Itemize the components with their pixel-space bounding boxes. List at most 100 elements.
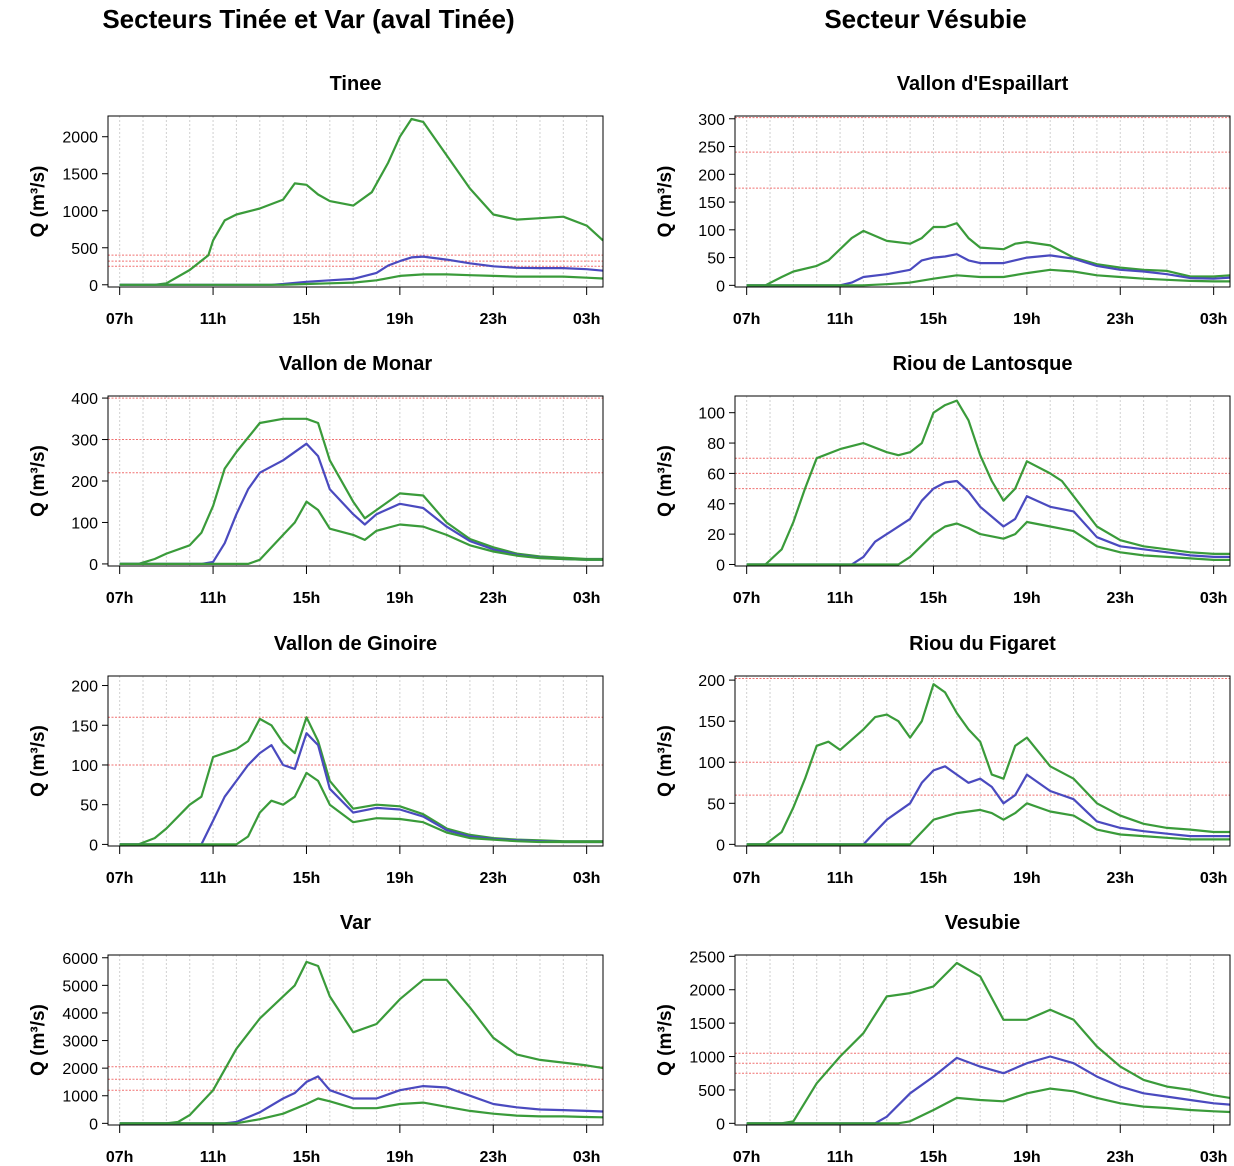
chart-2-ytick-label: 200 (71, 474, 98, 491)
chart-1-ytick-label: 200 (698, 167, 725, 184)
chart-3-xtick-label: 03h (1200, 590, 1228, 607)
chart-1-xtick-label: 07h (733, 311, 761, 328)
chart-1-ytick-label: 300 (698, 112, 725, 129)
chart-3-ytick-label: 60 (707, 466, 725, 483)
chart-4-ytick-label: 50 (80, 798, 98, 815)
chart-0-ytick-label: 500 (71, 241, 98, 258)
chart-6-xtick-label: 23h (479, 1149, 507, 1166)
chart-1-panel: Vallon d'Espaillart 0 50 100 150 200 250 300 07h… (655, 73, 1231, 328)
chart-6-series-median (119, 1075, 604, 1125)
chart-1-title: Vallon d'Espaillart (897, 73, 1069, 95)
chart-6-series-lower (119, 1097, 604, 1125)
chart-7-series-upper (746, 961, 1231, 1125)
chart-2-ylabel: Q (m³/s) (28, 445, 49, 517)
chart-5-series-lower (746, 802, 1230, 846)
chart-2-xtick-label: 03h (573, 590, 601, 607)
chart-0-xtick-label: 07h (106, 311, 134, 328)
chart-1-ytick-label: 0 (716, 278, 725, 295)
chart-2-xtick-label: 07h (106, 590, 134, 607)
chart-7-ytick-label: 1000 (689, 1050, 725, 1067)
chart-5-ytick-label: 200 (698, 673, 725, 690)
chart-7-ytick-label: 2500 (689, 949, 725, 966)
chart-0-ytick-label: 1500 (62, 167, 98, 184)
chart-3-title: Riou de Lantosque (893, 353, 1073, 375)
chart-0-xtick-label: 11h (200, 311, 227, 328)
chart-0-panel: Tinee 0 500 1000 1500 2000 07h 11h 15h 19h 23h 03h Q… (28, 73, 604, 328)
chart-0-xtick-label: 23h (479, 311, 507, 328)
chart-3-panel: Riou de Lantosque 0 20 40 60 80 100 07h 11h 15h 19… (655, 353, 1231, 607)
chart-3-xtick-label: 11h (827, 590, 854, 607)
chart-7-ytick-label: 500 (698, 1083, 725, 1100)
chart-5-ytick-label: 0 (716, 837, 725, 854)
chart-4-ytick-label: 100 (71, 758, 98, 775)
chart-4-ytick-label: 150 (71, 718, 98, 735)
chart-4-series-median (119, 732, 603, 846)
chart-1-series-median (746, 253, 1231, 287)
chart-5-title: Riou du Figaret (909, 633, 1056, 655)
chart-5-frame (734, 675, 1231, 847)
chart-6-xtick-label: 15h (293, 1149, 321, 1166)
chart-6-xtick-label: 19h (386, 1149, 414, 1166)
chart-3-ytick-label: 100 (698, 406, 725, 423)
chart-4-title: Vallon de Ginoire (274, 633, 437, 655)
chart-2-xtick-label: 19h (386, 590, 414, 607)
chart-6-xtick-label: 11h (200, 1149, 227, 1166)
chart-0-title: Tinee (330, 73, 382, 95)
chart-4-xtick-label: 19h (386, 870, 414, 887)
chart-7-series-lower (746, 1087, 1231, 1125)
chart-1-ytick-label: 250 (698, 140, 725, 157)
chart-1-xtick-label: 15h (920, 311, 948, 328)
chart-6-ytick-label: 5000 (62, 978, 98, 995)
chart-4-series-lower (119, 771, 603, 846)
chart-1-xtick-label: 19h (1013, 311, 1041, 328)
chart-5-xtick-label: 07h (733, 870, 761, 887)
chart-5-ytick-label: 50 (707, 796, 725, 813)
chart-2-series-median (119, 442, 603, 566)
chart-7-series-median (746, 1055, 1231, 1125)
chart-6-xtick-label: 03h (573, 1149, 601, 1166)
chart-3-ytick-label: 40 (707, 497, 725, 514)
chart-2-title: Vallon de Monar (279, 353, 433, 375)
chart-2-frame (107, 395, 604, 567)
chart-1-frame (734, 115, 1231, 288)
chart-3-xtick-label: 07h (733, 590, 761, 607)
chart-6-ytick-label: 3000 (62, 1034, 98, 1051)
chart-7-title: Vesubie (945, 912, 1021, 934)
chart-7-xtick-label: 11h (827, 1149, 854, 1166)
chart-2-series-upper (119, 417, 603, 566)
chart-5-ytick-label: 150 (698, 714, 725, 731)
chart-3-xtick-label: 23h (1106, 590, 1134, 607)
chart-5-panel: Riou du Figaret 0 50 100 150 200 07h 11h 15h 19h 2… (655, 633, 1231, 887)
chart-1-ytick-label: 50 (707, 251, 725, 268)
chart-5-series-upper (746, 683, 1230, 846)
chart-0-series-median (119, 255, 604, 286)
chart-0-xtick-label: 03h (573, 311, 601, 328)
chart-1-xtick-label: 23h (1106, 311, 1134, 328)
chart-2-xtick-label: 11h (200, 590, 227, 607)
chart-5-ytick-label: 100 (698, 755, 725, 772)
chart-3-xtick-label: 15h (920, 590, 948, 607)
chart-1-series-upper (746, 222, 1231, 287)
chart-7-ytick-label: 1500 (689, 1016, 725, 1033)
chart-6-ylabel: Q (m³/s) (28, 1004, 49, 1076)
chart-5-ylabel: Q (m³/s) (655, 725, 676, 797)
right-column-title: Secteur Vésubie (824, 4, 1027, 34)
chart-3-series-median (746, 479, 1230, 566)
chart-6-ytick-label: 0 (89, 1116, 98, 1133)
chart-6-ytick-label: 1000 (62, 1089, 98, 1106)
chart-4-ytick-label: 200 (71, 679, 98, 696)
chart-7-panel: Vesubie 0 500 1000 1500 2000 2500 07h 11h 15h 19h 2… (655, 912, 1231, 1166)
chart-7-xtick-label: 23h (1106, 1149, 1134, 1166)
chart-0-xtick-label: 15h (293, 311, 321, 328)
chart-0-xtick-label: 19h (386, 311, 414, 328)
chart-2-series-lower (119, 500, 603, 566)
chart-3-ylabel: Q (m³/s) (655, 445, 676, 517)
chart-6-frame (107, 954, 604, 1126)
chart-1-xtick-label: 11h (827, 311, 854, 328)
chart-0-series-lower (119, 273, 604, 286)
chart-2-ytick-label: 0 (89, 557, 98, 574)
chart-4-xtick-label: 11h (200, 870, 227, 887)
chart-1-series-lower (746, 268, 1230, 287)
chart-7-frame (734, 954, 1231, 1126)
